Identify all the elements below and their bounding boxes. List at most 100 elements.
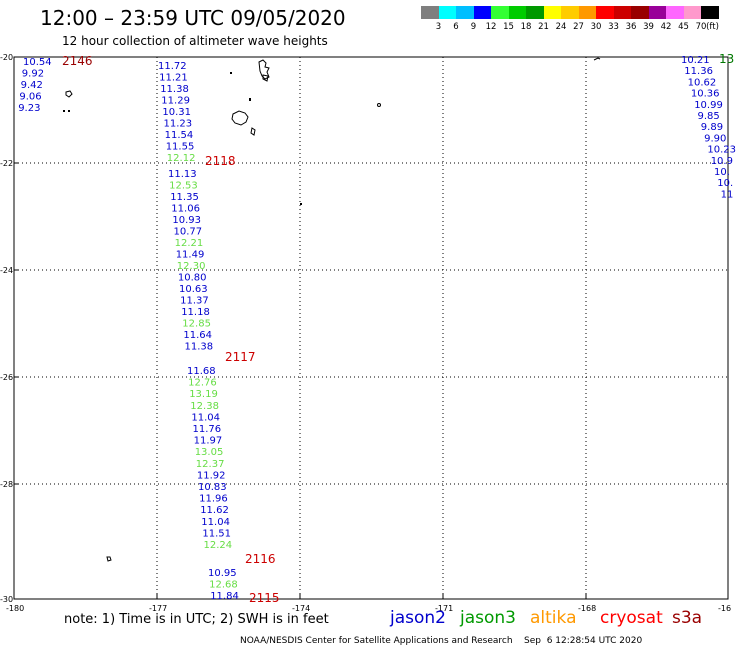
pass-time-label: 2146 — [62, 54, 93, 68]
pass-time-label: 2115 — [249, 591, 280, 605]
color-scale-label: 33 — [608, 22, 619, 32]
color-scale-label: 21 — [538, 22, 549, 32]
wave-height-value: 12.37 — [196, 459, 225, 470]
wave-height-value: 9.92 — [22, 69, 44, 80]
island-outline — [231, 110, 249, 126]
wave-height-value: 11.49 — [176, 250, 205, 261]
wave-height-value: 10. — [714, 167, 730, 178]
color-swatch — [421, 6, 439, 19]
wave-height-value: 11.18 — [181, 307, 210, 318]
map-subtitle: 12 hour collection of altimeter wave hei… — [62, 34, 328, 48]
wave-height-value: 10.31 — [162, 107, 191, 118]
island-outline — [65, 90, 73, 98]
wave-height-value: 9.85 — [698, 111, 720, 122]
wave-height-value: 10.95 — [208, 568, 237, 579]
island-dot — [63, 110, 65, 112]
latitude-label: -22 — [0, 159, 13, 168]
wave-height-value: 11.29 — [161, 96, 190, 107]
wave-height-value: 9.89 — [701, 122, 723, 133]
legend-cryosat: cryosat — [600, 608, 663, 628]
map-title: 12:00 – 23:59 UTC 09/05/2020 — [40, 6, 346, 30]
pass-time-label: 2118 — [205, 154, 236, 168]
wave-height-value: 11.38 — [185, 342, 214, 353]
color-scale-label: 3 — [435, 22, 442, 32]
wave-height-value: 11.76 — [193, 424, 222, 435]
wave-height-value: 12.68 — [209, 580, 238, 591]
island-outline — [593, 57, 601, 61]
wave-height-value: 10.77 — [174, 227, 203, 238]
wave-height-value: 12.21 — [175, 238, 204, 249]
legend-altika: altika — [530, 608, 577, 628]
wave-height-value: 10.93 — [172, 215, 201, 226]
color-scale-label: 6 — [453, 22, 459, 32]
longitude-label: -180 — [6, 604, 24, 613]
island-outlines — [63, 57, 601, 562]
color-scale-label: 15 — [503, 22, 514, 32]
wave-height-value: 12.85 — [182, 319, 211, 330]
wave-height-value: 11.51 — [202, 528, 231, 539]
legend-jason3: jason3 — [460, 608, 516, 628]
island-outline — [250, 127, 256, 136]
wave-height-value: 10.83 — [198, 482, 227, 493]
color-swatch — [491, 6, 509, 19]
color-scale-label: (ft) — [706, 22, 719, 32]
pass-time-label: 2116 — [245, 552, 276, 566]
wave-height-value: 11.55 — [166, 142, 195, 153]
legend-jason2: jason2 — [390, 608, 446, 628]
wave-height-value: 10.54 — [23, 57, 52, 68]
color-scale-label: 9 — [470, 22, 477, 32]
wave-height-value: 10.36 — [691, 89, 720, 100]
wave-height-value: 11.37 — [180, 296, 209, 307]
wave-height-value: 13.19 — [189, 389, 218, 400]
color-scale-label: 70 — [695, 22, 707, 32]
color-swatch — [526, 6, 544, 19]
color-swatch — [631, 6, 649, 19]
longitude-label: -177 — [149, 604, 167, 613]
wave-height-value: 11.36 — [684, 66, 713, 77]
color-swatch — [438, 6, 456, 19]
island-outline — [106, 556, 112, 562]
color-scale-label: 24 — [555, 22, 567, 32]
wave-height-value: 13.05 — [195, 447, 224, 458]
wave-height-value: 11.06 — [171, 204, 200, 215]
island-dot — [300, 203, 302, 205]
wave-height-value: 9.06 — [19, 92, 41, 103]
wave-height-value: 9.42 — [21, 80, 43, 91]
wave-height-value: 11.04 — [201, 517, 230, 528]
wave-height-value: 11.35 — [170, 192, 199, 203]
longitude-label: -174 — [292, 604, 310, 613]
wave-height-value: 12.30 — [177, 261, 206, 272]
wave-height-value: 11 — [721, 189, 734, 200]
color-swatch — [456, 6, 474, 19]
color-scale-label: 36 — [625, 22, 637, 32]
wave-height-value: 12.38 — [190, 401, 219, 412]
wave-height-value: 11.68 — [187, 366, 216, 377]
color-scale-labels: 3 6 9 12 15 18 21 24 27 30 33 36 39 42 45 70 (ft) — [421, 22, 740, 34]
wave-height-value: 11.62 — [200, 505, 229, 516]
wave-height-value: 10. — [717, 178, 733, 189]
wave-height-value: 11.13 — [168, 169, 197, 180]
wave-height-value: 11.96 — [199, 494, 228, 505]
island-outline — [262, 74, 269, 82]
wave-height-value: 11.21 — [159, 73, 188, 84]
wave-height-value: 11.92 — [197, 470, 226, 481]
wave-height-value: 10.9 — [711, 156, 733, 167]
wave-height-value: 11.64 — [183, 330, 212, 341]
pass-time-label: 13 — [719, 52, 734, 66]
color-swatch — [578, 6, 596, 19]
wave-height-value: 10.80 — [178, 273, 207, 284]
color-swatch — [596, 6, 614, 19]
map-border — [13, 56, 729, 600]
wave-height-value: 11.72 — [158, 61, 187, 72]
wave-height-value: 11.84 — [210, 591, 239, 602]
island-dot — [249, 98, 251, 101]
color-scale-label: 27 — [573, 22, 584, 32]
color-swatch — [543, 6, 561, 19]
wave-height-value: 10.63 — [179, 284, 208, 295]
longitude-label: -171 — [435, 604, 453, 613]
color-swatch — [561, 6, 579, 19]
island-dot — [377, 103, 381, 107]
wave-height-value: 11.23 — [164, 119, 193, 130]
wave-height-value: 11.97 — [194, 436, 223, 447]
